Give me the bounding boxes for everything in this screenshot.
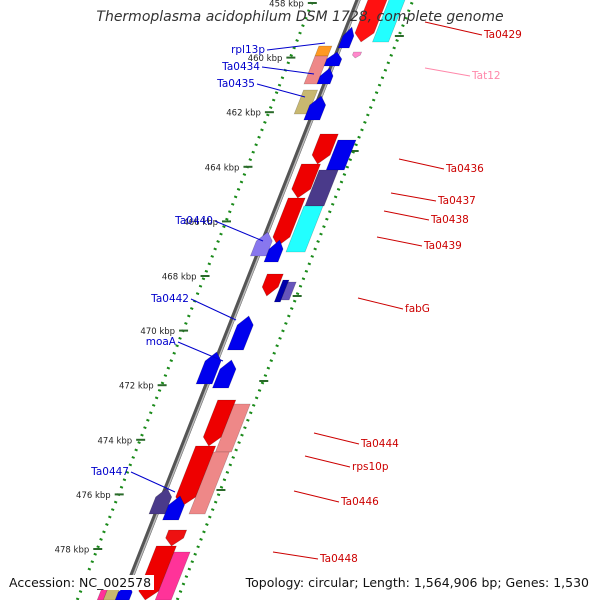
gene-ta0446[interactable] — [175, 445, 217, 507]
ruler-label: 462 kbp — [226, 109, 261, 119]
gene-label[interactable]: Ta0438 — [430, 214, 469, 226]
gene-rpl13p[interactable] — [337, 26, 355, 49]
gene-ta0447-b[interactable] — [162, 495, 185, 521]
ruler-label: 460 kbp — [248, 54, 283, 64]
ruler-label: 468 kbp — [162, 273, 197, 283]
ruler-layer: 458 kbp 460 kbp 462 kbp 464 kbp 466 kbp 468 k… — [55, 0, 415, 600]
leader-line — [177, 341, 224, 362]
gene-label[interactable]: Ta0439 — [423, 240, 462, 252]
leader-line — [313, 432, 360, 445]
leader-line — [376, 236, 423, 247]
leader-line — [390, 192, 437, 202]
gene-ta0439[interactable] — [285, 205, 324, 253]
gene-ta0435-b[interactable] — [303, 95, 327, 121]
leader-line — [130, 471, 176, 493]
leader-line — [266, 42, 326, 51]
map-title: Thermoplasma acidophilum DSM 1728, compl… — [96, 9, 504, 25]
ruler-label: 464 kbp — [205, 163, 240, 173]
gene-ta0437[interactable] — [291, 163, 321, 199]
gene-ta0448-a[interactable] — [165, 529, 188, 547]
label-layer: rpl13p Ta0434 Ta0435 Ta0440 Ta0442 moaA Ta0447… — [90, 21, 522, 565]
gene-fabg[interactable] — [261, 273, 284, 297]
gene-label[interactable]: rps10p — [352, 461, 389, 473]
gene-label[interactable]: Ta0434 — [221, 61, 260, 73]
leader-line — [398, 158, 445, 170]
gene-orange[interactable] — [314, 45, 333, 57]
gene-ta0440-b[interactable] — [263, 239, 284, 263]
gene-rps10p[interactable] — [188, 451, 230, 515]
gene-ta0444[interactable] — [202, 399, 237, 447]
ruler-label: 470 kbp — [140, 327, 175, 337]
gene-label[interactable]: Ta0444 — [360, 438, 399, 450]
gene-label[interactable]: Ta0437 — [437, 195, 476, 207]
gene-fabg-c[interactable] — [280, 281, 297, 301]
leader-line — [383, 210, 430, 221]
gene-label[interactable]: Ta0448 — [319, 553, 358, 565]
gene-ta0438[interactable] — [304, 169, 339, 207]
ruler-label: 458 kbp — [269, 0, 304, 10]
ruler-label: 476 kbp — [76, 491, 111, 501]
ruler-label: 474 kbp — [98, 436, 133, 446]
gene-label[interactable]: Ta0436 — [445, 163, 484, 175]
gene-ta0444-b[interactable] — [214, 403, 251, 453]
accession-text: Accession: NC_002578 — [6, 575, 155, 590]
gene-label[interactable]: Tat12 — [471, 70, 501, 82]
leader-line — [424, 67, 471, 77]
ruler-label: 472 kbp — [119, 382, 154, 392]
topology-text: Topology: circular; Length: 1,564,906 bp… — [242, 575, 592, 590]
ruler-track-right — [175, 0, 415, 600]
gene-label[interactable]: Ta0435 — [216, 78, 255, 90]
ruler-label: 466 kbp — [183, 218, 218, 228]
gene-layer — [96, 0, 409, 600]
gene-fabg-b[interactable] — [273, 279, 290, 303]
leader-line — [293, 490, 340, 503]
leader-line — [261, 66, 315, 75]
leader-line — [424, 21, 483, 36]
gene-tat12[interactable] — [352, 51, 363, 59]
gene-ta0447[interactable] — [148, 487, 173, 515]
gene-ta0436[interactable] — [311, 133, 339, 165]
gene-ta0448-b[interactable] — [154, 551, 191, 600]
gene-label[interactable]: Ta0440 — [174, 215, 213, 227]
gene-ta0436-b[interactable] — [325, 139, 357, 171]
gene-label[interactable]: Ta0442 — [150, 293, 189, 305]
gene-ta0434-c[interactable] — [316, 67, 334, 85]
gene-label[interactable]: moaA — [146, 336, 177, 348]
leader-line — [190, 298, 237, 321]
gene-label[interactable]: fabG — [405, 303, 430, 315]
leader-line — [256, 83, 306, 98]
gene-moaa-b[interactable] — [212, 359, 237, 389]
gene-label[interactable]: Ta0429 — [483, 29, 522, 41]
gene-label[interactable]: Ta0446 — [340, 496, 379, 508]
leader-line — [304, 455, 351, 468]
gene-ta0429[interactable] — [354, 0, 391, 43]
gene-ta0442[interactable] — [226, 315, 254, 351]
gene-ta0429-b[interactable] — [372, 0, 409, 43]
gene-label[interactable]: rpl13p — [231, 44, 265, 56]
ruler-label: 478 kbp — [55, 546, 90, 556]
leader-line — [214, 220, 264, 242]
gene-ta0434-b[interactable] — [323, 51, 343, 67]
leader-line — [357, 297, 404, 310]
gene-ta0438-b[interactable] — [272, 197, 306, 247]
gene-label[interactable]: Ta0447 — [90, 466, 129, 478]
leader-line — [272, 551, 319, 560]
